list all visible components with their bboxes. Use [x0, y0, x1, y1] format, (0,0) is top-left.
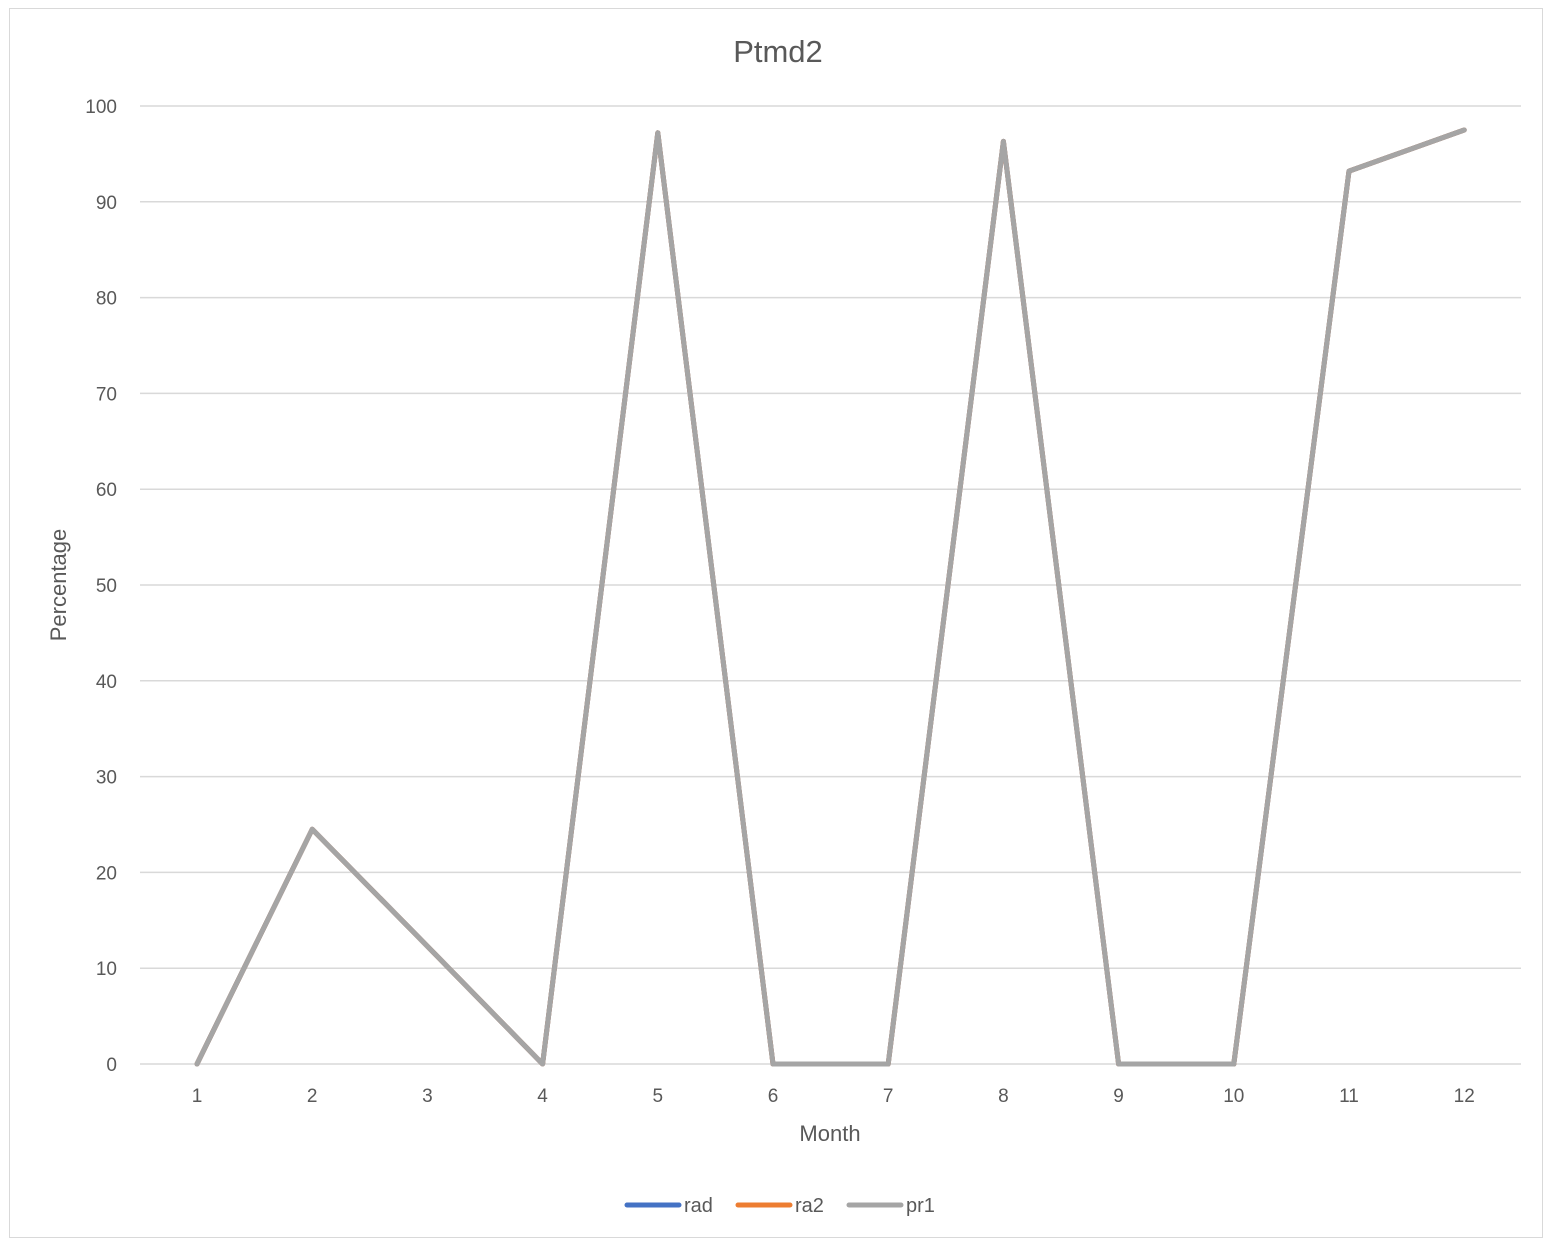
x-tick-label: 3: [422, 1086, 433, 1107]
x-tick-label: 8: [998, 1086, 1009, 1107]
x-tick-label: 1: [192, 1086, 203, 1107]
series-line-ra2: [194, 127, 1467, 1067]
x-tick-label: 9: [1113, 1086, 1124, 1107]
chart-title: Ptmd2: [733, 34, 823, 69]
y-tick-label: 20: [96, 863, 117, 884]
legend: rad ra2 pr1: [624, 1195, 935, 1217]
x-tick-label: 4: [537, 1086, 548, 1107]
y-axis-ticks: 0 10 20 30 40 50 60 70 80 90 100: [85, 97, 117, 1076]
y-tick-label: 40: [96, 672, 117, 693]
x-tick-label: 5: [653, 1086, 664, 1107]
y-tick-label: 50: [96, 576, 117, 597]
y-tick-label: 70: [96, 384, 117, 405]
x-tick-label: 12: [1454, 1086, 1475, 1107]
x-tick-label: 6: [768, 1086, 779, 1107]
y-tick-label: 80: [96, 289, 117, 310]
series-lines: [194, 127, 1467, 1067]
x-tick-label: 7: [883, 1086, 894, 1107]
legend-label-ra2: ra2: [795, 1195, 824, 1217]
x-tick-label: 11: [1339, 1086, 1359, 1107]
chart-area: [9, 8, 1543, 1238]
y-axis-title: Percentage: [46, 529, 71, 642]
x-tick-label: 2: [307, 1086, 318, 1107]
legend-label-rad: rad: [684, 1195, 713, 1217]
x-axis-title: Month: [799, 1121, 860, 1146]
series-line-pr1: [194, 127, 1467, 1067]
y-tick-label: 100: [85, 97, 117, 118]
series-line-rad: [194, 127, 1467, 1067]
gridlines: [140, 105, 1521, 1065]
y-tick-label: 0: [106, 1055, 117, 1076]
x-axis-ticks: 1 2 3 4 5 6 7 8 9 10 11 12: [192, 1086, 1475, 1107]
x-tick-label: 10: [1223, 1086, 1244, 1107]
legend-label-pr1: pr1: [906, 1195, 935, 1217]
y-tick-label: 10: [96, 959, 117, 980]
y-tick-label: 90: [96, 193, 117, 214]
y-tick-label: 30: [96, 768, 117, 789]
y-tick-label: 60: [96, 480, 117, 501]
